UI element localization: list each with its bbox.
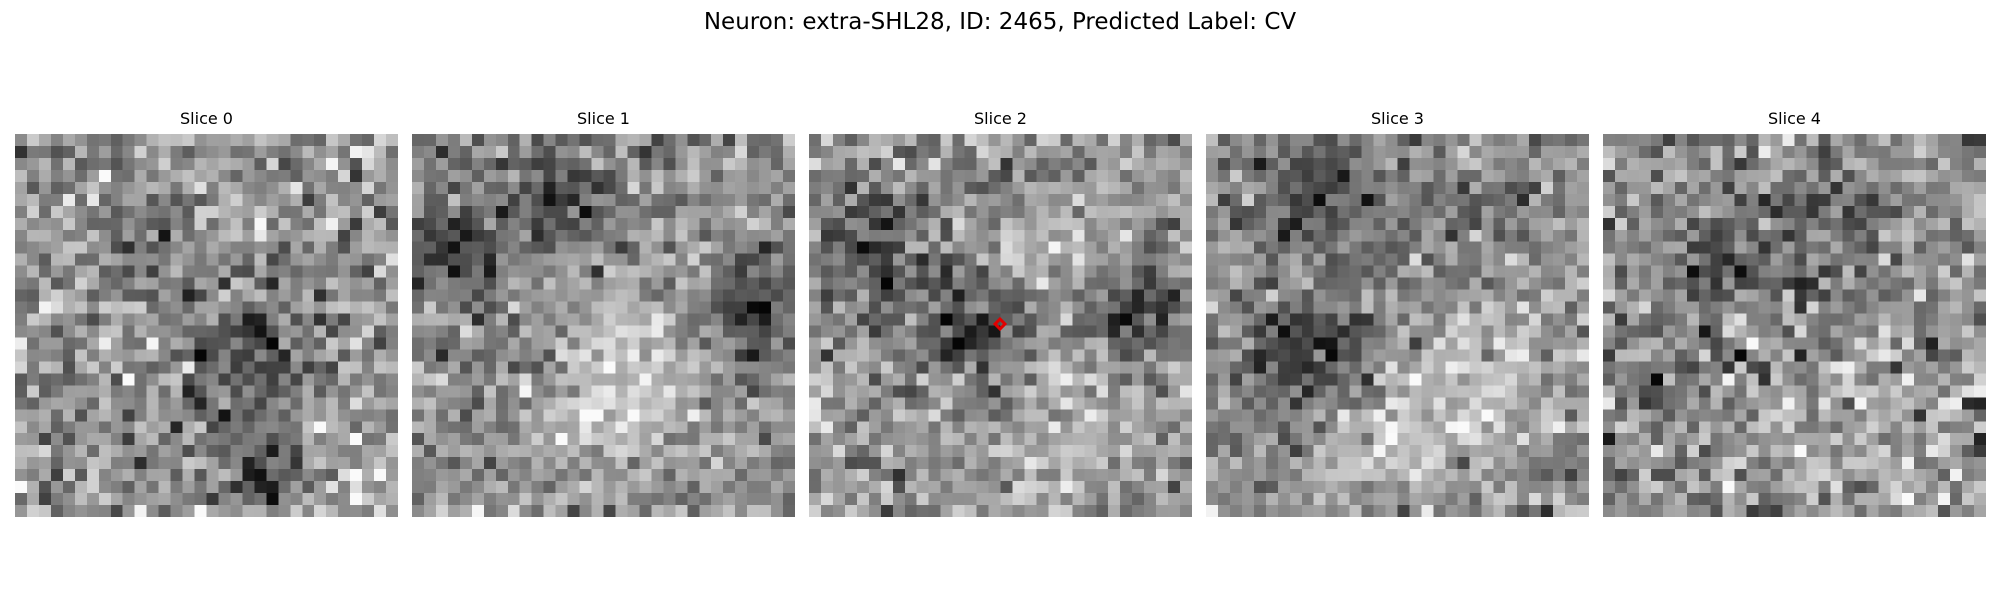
slice-image	[412, 134, 795, 517]
slice-image	[1206, 134, 1589, 517]
slice-panel-4: Slice 4	[1603, 108, 1986, 518]
slice-panel-3: Slice 3	[1206, 108, 1589, 518]
slice-title: Slice 4	[1768, 109, 1821, 128]
slice-panel-1: Slice 1	[412, 108, 795, 518]
slice-title: Slice 0	[180, 109, 233, 128]
slice-title: Slice 2	[974, 109, 1027, 128]
slice-image	[15, 134, 398, 517]
slice-panel-0: Slice 0	[15, 108, 398, 518]
figure-title: Neuron: extra-SHL28, ID: 2465, Predicted…	[703, 9, 1297, 35]
slice-image	[809, 134, 1192, 517]
slice-title: Slice 1	[577, 109, 630, 128]
slice-title: Slice 3	[1371, 109, 1424, 128]
slice-image	[1603, 134, 1986, 517]
slice-panel-2: Slice 2	[809, 108, 1192, 518]
